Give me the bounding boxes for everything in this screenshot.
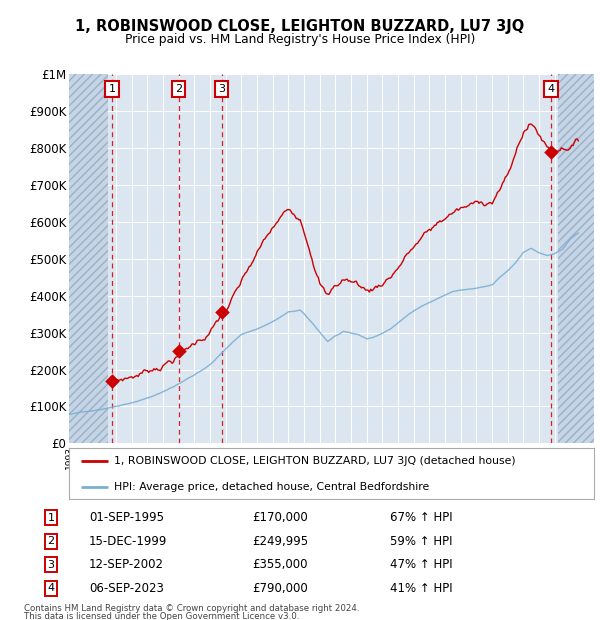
Text: 12-SEP-2002: 12-SEP-2002 [89,559,164,571]
Text: 15-DEC-1999: 15-DEC-1999 [89,535,167,547]
Text: 01-SEP-1995: 01-SEP-1995 [89,512,164,524]
Point [107,376,117,386]
Text: 4: 4 [47,583,55,593]
Text: Price paid vs. HM Land Registry's House Price Index (HPI): Price paid vs. HM Land Registry's House … [125,33,475,46]
Text: 1, ROBINSWOOD CLOSE, LEIGHTON BUZZARD, LU7 3JQ (detached house): 1, ROBINSWOOD CLOSE, LEIGHTON BUZZARD, L… [113,456,515,466]
Point [546,147,556,157]
Text: HPI: Average price, detached house, Central Bedfordshire: HPI: Average price, detached house, Cent… [113,482,429,492]
Text: 2: 2 [47,536,55,546]
Text: 3: 3 [47,560,55,570]
Text: 67% ↑ HPI: 67% ↑ HPI [390,512,452,524]
Text: 2: 2 [175,84,182,94]
Text: 1: 1 [109,84,116,94]
Bar [558,74,594,443]
Text: 4: 4 [547,84,554,94]
Point [174,346,184,356]
Text: 47% ↑ HPI: 47% ↑ HPI [390,559,452,571]
Text: 1: 1 [47,513,55,523]
Bar [69,74,108,443]
Text: This data is licensed under the Open Government Licence v3.0.: This data is licensed under the Open Gov… [24,612,299,620]
Text: Contains HM Land Registry data © Crown copyright and database right 2024.: Contains HM Land Registry data © Crown c… [24,604,359,613]
Text: £249,995: £249,995 [252,535,308,547]
Text: 41% ↑ HPI: 41% ↑ HPI [390,582,452,595]
Text: £355,000: £355,000 [252,559,308,571]
Text: £790,000: £790,000 [252,582,308,595]
Text: 59% ↑ HPI: 59% ↑ HPI [390,535,452,547]
Text: £170,000: £170,000 [252,512,308,524]
Text: 3: 3 [218,84,225,94]
Text: 06-SEP-2023: 06-SEP-2023 [89,582,164,595]
Text: 1, ROBINSWOOD CLOSE, LEIGHTON BUZZARD, LU7 3JQ: 1, ROBINSWOOD CLOSE, LEIGHTON BUZZARD, L… [76,19,524,34]
Point [217,308,227,317]
